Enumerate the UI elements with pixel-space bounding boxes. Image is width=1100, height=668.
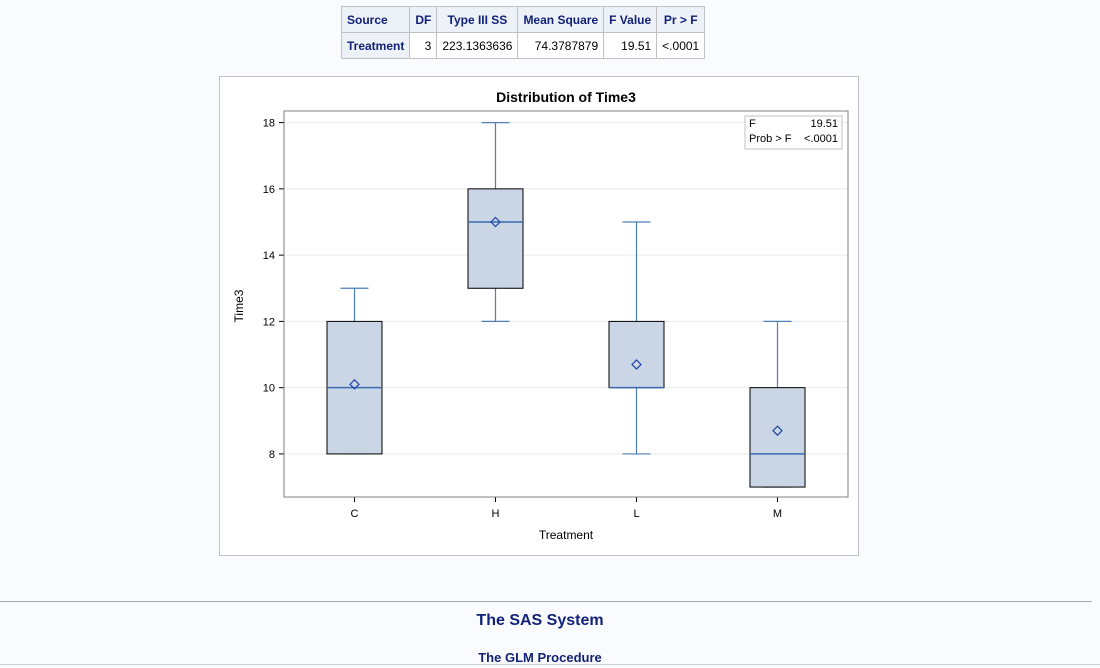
- mean-marker: [349, 378, 360, 390]
- header-source: Source: [340, 6, 411, 33]
- header-type3-ss: Type III SS: [436, 6, 519, 33]
- inset-f-label: F: [749, 118, 756, 130]
- mean-marker: [631, 359, 642, 370]
- x-tick-label: M: [773, 508, 782, 520]
- plot-border: [283, 110, 849, 498]
- header-df: DF: [409, 6, 438, 33]
- x-tick-label: L: [633, 508, 639, 520]
- x-axis-label: Treatment: [539, 528, 594, 542]
- boxplot-svg: Distribution of Time3 Treatment Time3 8 1…: [232, 89, 849, 542]
- y-tick-label: 14: [263, 250, 275, 262]
- boxplot-chart: Distribution of Time3 Treatment Time3 8 1…: [219, 76, 859, 556]
- y-axis-label: Time3: [232, 289, 246, 322]
- x-tick-label: C: [351, 508, 359, 520]
- chart-title: Distribution of Time3: [496, 89, 636, 105]
- row-type3-ss: 223.1363636: [436, 32, 519, 59]
- footer-divider: [0, 601, 1092, 602]
- row-df: 3: [409, 32, 438, 59]
- row-f-value: 19.51: [603, 32, 658, 59]
- x-tick-label: H: [492, 508, 500, 520]
- box-iqr: [608, 320, 665, 389]
- plot-area: 8 10 12 14 16 18 C H L M: [263, 110, 849, 520]
- box-iqr: [749, 387, 806, 488]
- procedure-title: The GLM Procedure: [478, 650, 602, 665]
- y-tick-label: 18: [263, 118, 275, 130]
- y-tick-label: 12: [263, 316, 275, 328]
- box-iqr: [467, 188, 524, 289]
- header-f-value: F Value: [603, 6, 658, 33]
- inset-prob-label: Prob > F: [749, 133, 792, 145]
- stats-inset-box: [744, 115, 843, 150]
- inset-prob-value: <.0001: [804, 133, 838, 145]
- row-pr-f: <.0001: [656, 32, 706, 59]
- stats-inset: F 19.51 Prob > F <.0001: [744, 115, 843, 150]
- row-source: Treatment: [340, 32, 411, 59]
- row-mean-square: 74.3787879: [517, 32, 605, 59]
- system-title: The SAS System: [476, 612, 604, 629]
- bottom-divider: [0, 664, 1100, 665]
- y-tick-label: 16: [263, 184, 275, 196]
- inset-f-value: 19.51: [810, 118, 838, 130]
- header-mean-square: Mean Square: [517, 6, 605, 33]
- header-pr-f: Pr > F: [656, 6, 706, 33]
- table-row: Treatment 3 223.1363636 74.3787879 19.51…: [340, 32, 706, 59]
- y-tick-label: 10: [263, 383, 275, 395]
- anova-table: Source DF Type III SS Mean Square F Valu…: [340, 6, 706, 59]
- mean-marker: [772, 425, 783, 437]
- anova-header-row: Source DF Type III SS Mean Square F Valu…: [340, 6, 706, 33]
- mean-marker: [490, 216, 501, 228]
- y-tick-label: 8: [269, 449, 275, 461]
